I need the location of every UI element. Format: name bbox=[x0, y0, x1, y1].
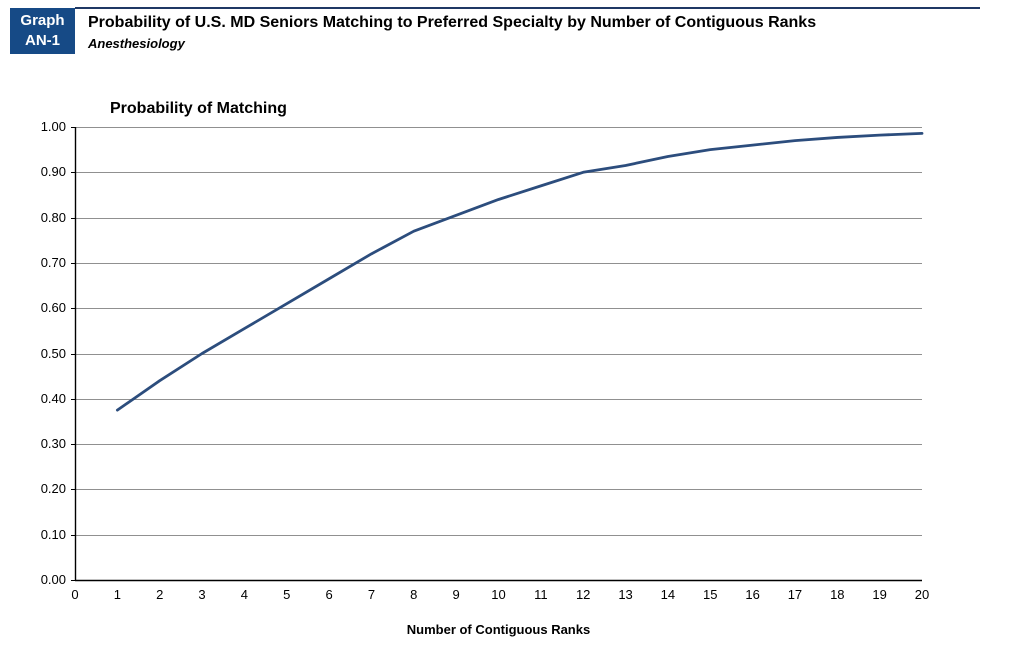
x-tick-label: 8 bbox=[410, 587, 418, 602]
y-tick-label: 0.90 bbox=[40, 164, 66, 180]
x-tick-label: 3 bbox=[198, 587, 206, 602]
probability-curve bbox=[115, 131, 924, 412]
x-tick-label: 18 bbox=[830, 587, 845, 602]
graph-badge-line1: Graph bbox=[20, 12, 65, 29]
y-tick-label: 0.10 bbox=[40, 526, 66, 542]
y-tick-label: 1.00 bbox=[40, 119, 66, 134]
graph-badge-line2: AN-1 bbox=[24, 32, 60, 49]
x-tick-label: 11 bbox=[534, 587, 548, 602]
x-tick-label: 7 bbox=[367, 587, 376, 602]
x-tick-label: 6 bbox=[325, 587, 333, 602]
y-tick-label: 0.60 bbox=[40, 300, 66, 316]
x-tick-label: 1 bbox=[113, 587, 121, 602]
header: Probability of U.S. MD Seniors Matching … bbox=[88, 12, 888, 51]
chart-title: Probability of Matching bbox=[110, 100, 287, 117]
page-title: Probability of U.S. MD Seniors Matching … bbox=[88, 14, 817, 31]
graph-badge: Graph AN-1 bbox=[10, 8, 75, 54]
x-tick-label: 17 bbox=[787, 587, 803, 602]
y-tick-label: 0.00 bbox=[40, 572, 66, 587]
y-tick-label: 0.50 bbox=[40, 345, 66, 361]
y-tick-label: 0.20 bbox=[40, 481, 66, 497]
x-tick-label: 4 bbox=[240, 587, 248, 602]
x-tick-label: 19 bbox=[872, 587, 887, 602]
y-tick-label: 0.40 bbox=[40, 390, 66, 406]
x-tick-label: 15 bbox=[703, 587, 718, 602]
x-tick-label: 16 bbox=[745, 587, 760, 602]
x-tick-label: 9 bbox=[452, 587, 460, 602]
x-tick-label: 20 bbox=[914, 587, 930, 602]
header-rule bbox=[75, 7, 980, 9]
y-tick-label: 0.70 bbox=[40, 254, 66, 270]
x-tick-label: 5 bbox=[283, 587, 291, 602]
y-tick-label: 0.80 bbox=[40, 209, 66, 225]
x-tick-label: 10 bbox=[491, 587, 506, 602]
x-tick-label: 12 bbox=[575, 587, 591, 602]
x-tick-label: 0 bbox=[71, 587, 79, 602]
x-tick-label: 14 bbox=[660, 587, 676, 602]
y-tick-label: 0.30 bbox=[40, 436, 66, 452]
x-axis-title: Number of Contiguous Ranks bbox=[406, 622, 591, 637]
x-tick-label: 13 bbox=[618, 587, 633, 602]
specialty-subtitle: Anesthesiology bbox=[88, 36, 185, 51]
x-tick-label: 2 bbox=[156, 587, 164, 602]
